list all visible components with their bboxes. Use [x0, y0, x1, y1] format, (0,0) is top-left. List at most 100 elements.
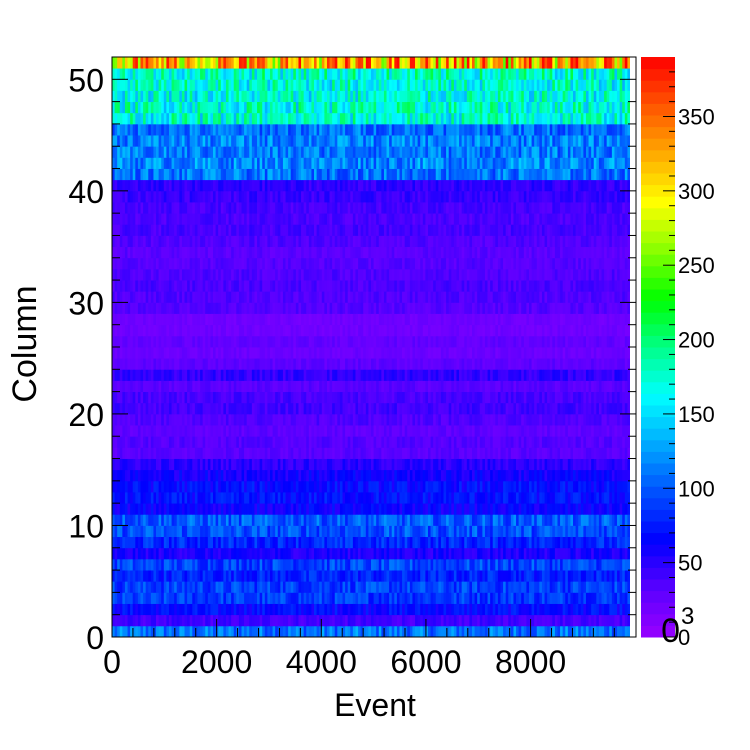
heatmap-cell [324, 447, 328, 459]
heatmap-cell [583, 525, 587, 538]
heatmap-cell [238, 492, 242, 504]
heatmap-cell [402, 413, 406, 426]
heatmap-cell [420, 447, 424, 459]
heatmap-cell [257, 436, 261, 448]
heatmap-cell [363, 480, 367, 493]
heatmap-cell [396, 570, 400, 582]
heatmap-cell [329, 458, 333, 471]
heatmap-cell [554, 558, 558, 571]
heatmap-cell [358, 614, 362, 627]
heatmap-cell [332, 570, 336, 582]
heatmap-cell [269, 402, 273, 415]
heatmap-cell [112, 402, 115, 415]
heatmap-cell [148, 369, 152, 381]
heatmap-cell [241, 581, 245, 593]
heatmap-cell [433, 436, 437, 448]
heatmap-cell [531, 558, 535, 571]
heatmap-cell [117, 447, 121, 459]
heatmap-cell [179, 536, 183, 549]
heatmap-cell [495, 391, 499, 404]
heatmap-cell [215, 369, 219, 381]
heatmap-cell [562, 536, 566, 549]
heatmap-cell [402, 369, 406, 381]
heatmap-cell [179, 413, 183, 426]
heatmap-cell [112, 358, 115, 370]
heatmap-cell [508, 458, 512, 471]
heatmap-cell [189, 570, 193, 582]
heatmap-cell [588, 603, 592, 616]
heatmap-cell [541, 480, 545, 493]
heatmap-cell [547, 480, 551, 493]
heatmap-cell [130, 558, 134, 571]
heatmap-cell [215, 570, 219, 582]
heatmap-cell [326, 558, 330, 571]
heatmap-cell [389, 592, 393, 604]
heatmap-cell [197, 547, 201, 560]
heatmap-cell [619, 536, 623, 549]
heatmap-cell [396, 503, 400, 515]
heatmap-cell [516, 581, 520, 593]
heatmap-cell [150, 425, 154, 437]
heatmap-cell [622, 402, 626, 415]
heatmap-cell [140, 603, 144, 616]
heatmap-cell [479, 558, 483, 571]
heatmap-cell [433, 492, 437, 504]
heatmap-cell [570, 525, 574, 538]
heatmap-cell [282, 380, 286, 393]
heatmap-cell [140, 469, 144, 482]
heatmap-cell [422, 536, 426, 549]
heatmap-cell [407, 492, 411, 504]
heatmap-cell [339, 425, 343, 437]
heatmap-cell [124, 458, 128, 471]
heatmap-cell [124, 581, 128, 593]
heatmap-cell [500, 547, 504, 560]
heatmap-cell [583, 369, 587, 381]
heatmap-cell [609, 614, 613, 627]
heatmap-cell [355, 358, 359, 370]
heatmap-cell [443, 469, 447, 482]
heatmap-cell [531, 625, 535, 637]
heatmap-cell [166, 570, 170, 582]
heatmap-cell [334, 391, 338, 404]
heatmap-cell [539, 369, 543, 381]
heatmap-cell [560, 603, 564, 616]
heatmap-cell [453, 469, 457, 482]
heatmap-cell [189, 558, 193, 571]
heatmap-cell [420, 380, 424, 393]
heatmap-cell [399, 547, 403, 560]
heatmap-cell [534, 402, 538, 415]
heatmap-cell [440, 536, 444, 549]
heatmap-cell [122, 581, 126, 593]
heatmap-cell [528, 547, 532, 560]
heatmap-cell [417, 402, 421, 415]
heatmap-cell [329, 603, 333, 616]
heatmap-cell [544, 425, 548, 437]
heatmap-cell [427, 413, 431, 426]
heatmap-cell [446, 536, 450, 549]
heatmap-cell [324, 603, 328, 616]
heatmap-cell [575, 425, 579, 437]
heatmap-cell [166, 558, 170, 571]
heatmap-cell [567, 380, 571, 393]
heatmap-cell [319, 413, 323, 426]
heatmap-cell [153, 358, 157, 370]
heatmap-cell [396, 603, 400, 616]
heatmap-cell [435, 447, 439, 459]
heatmap-cell [288, 570, 292, 582]
heatmap-cell [453, 480, 457, 493]
heatmap-cell [451, 525, 455, 538]
heatmap-cell [228, 525, 232, 538]
heatmap-cell [526, 603, 530, 616]
heatmap-cell [236, 536, 240, 549]
heatmap-cell [415, 592, 419, 604]
heatmap-cell [606, 558, 610, 571]
heatmap-cell [285, 492, 289, 504]
heatmap-cell [588, 514, 592, 526]
heatmap-cell [601, 402, 605, 415]
heatmap-cell [192, 547, 196, 560]
heatmap-cell [192, 581, 196, 593]
heatmap-cell [373, 558, 377, 571]
heatmap-cell [378, 625, 382, 637]
heatmap-cell [624, 492, 628, 504]
heatmap-cell [526, 547, 530, 560]
